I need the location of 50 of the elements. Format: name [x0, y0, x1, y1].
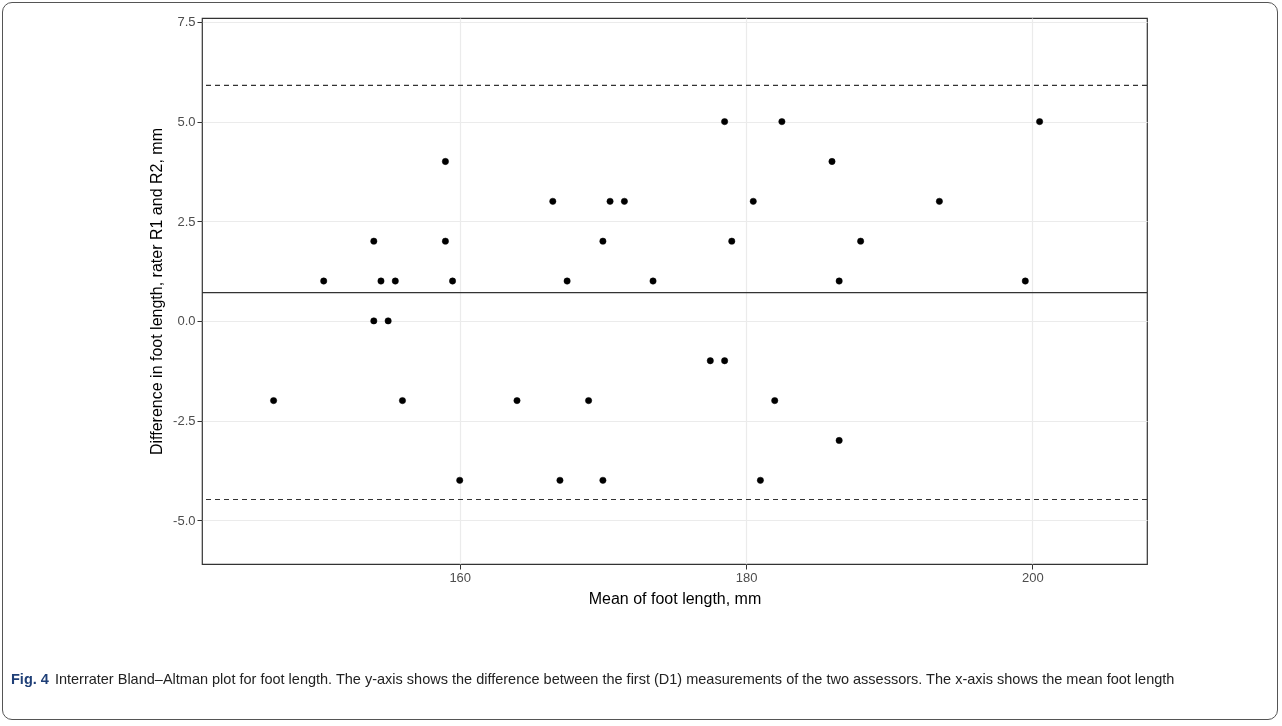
- y-axis-title: Difference in foot length, rater R1 and R2, mm: [148, 128, 166, 455]
- point: [828, 158, 836, 165]
- point: [935, 197, 943, 205]
- y-tick-label: 0.0: [177, 313, 196, 329]
- point: [370, 237, 378, 245]
- caption: Fig. 4: [11, 671, 49, 687]
- point: [857, 237, 865, 245]
- point: [599, 237, 607, 245]
- point: [771, 397, 779, 404]
- point: [563, 277, 571, 285]
- point: [549, 197, 557, 205]
- y-tick-label: -5.0: [173, 512, 196, 528]
- point: [749, 197, 757, 205]
- point: [1036, 118, 1044, 126]
- point: [606, 197, 614, 205]
- point: [1021, 277, 1029, 285]
- point: [721, 357, 729, 365]
- point: [399, 397, 406, 404]
- y-tick-label: 2.5: [177, 213, 196, 229]
- point: [706, 357, 714, 365]
- point: [649, 277, 657, 285]
- point: [370, 317, 378, 325]
- point: [757, 476, 764, 484]
- point: [384, 317, 392, 325]
- point: [270, 397, 277, 404]
- point: [728, 237, 736, 245]
- y-tick-label: 5.0: [177, 114, 196, 130]
- x-tick-label: 200: [1022, 569, 1044, 585]
- x-tick-label: 180: [735, 569, 758, 585]
- point: [456, 476, 464, 484]
- point: [721, 118, 729, 126]
- point: [599, 476, 607, 484]
- x-tick-label: 160: [449, 569, 472, 585]
- point: [320, 277, 328, 285]
- point: [556, 476, 564, 484]
- point: [835, 277, 843, 285]
- point: [513, 397, 521, 404]
- point: [442, 158, 449, 165]
- y-tick-label: 7.5: [177, 14, 196, 30]
- x-axis-title: Mean of foot length, mm: [588, 589, 762, 607]
- point: [391, 277, 399, 285]
- text: Interrater Bland–Altman plot for foot length. The y-axis shows the difference between the first (D1) measurements of the two assessors. The x-axis shows the mean foot length: [54, 671, 1175, 687]
- point: [620, 197, 628, 205]
- y-tick-label: -2.5: [173, 413, 196, 429]
- point: [585, 397, 592, 404]
- point: [442, 237, 449, 245]
- point: [835, 437, 843, 444]
- point: [377, 277, 385, 285]
- point: [449, 277, 456, 285]
- point: [778, 118, 786, 126]
